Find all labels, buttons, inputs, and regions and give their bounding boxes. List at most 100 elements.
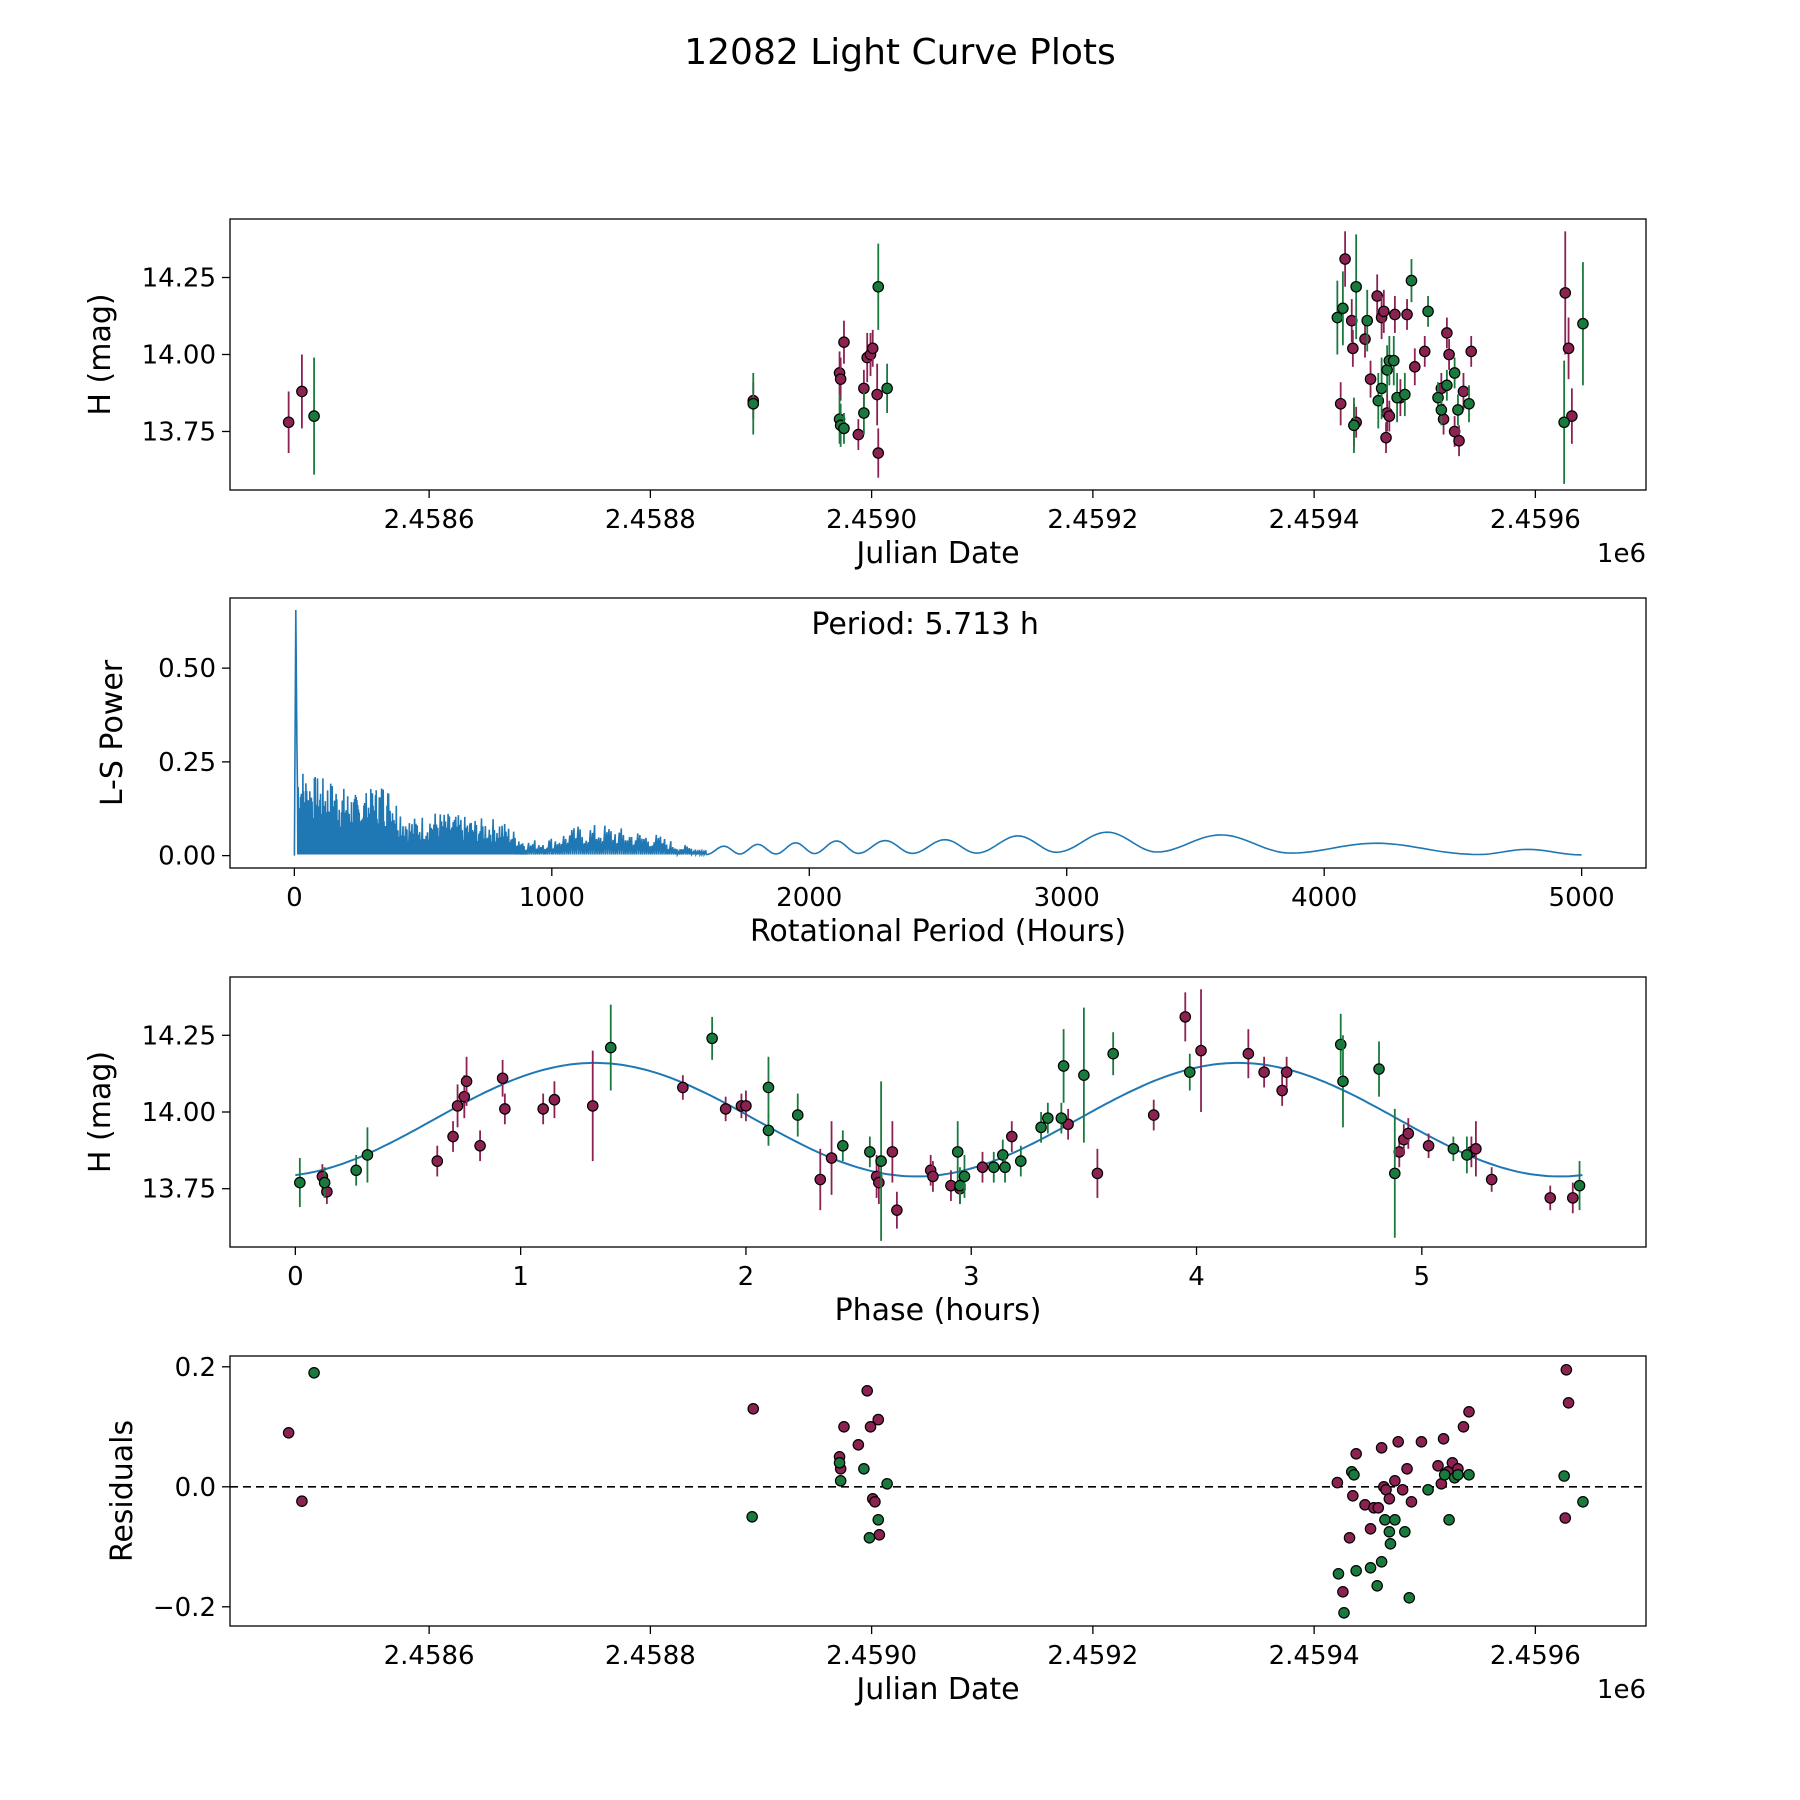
green-data-point: [833, 1457, 846, 1469]
green-data-point: [1183, 1066, 1196, 1078]
y-tick-label: 0.25: [158, 748, 216, 778]
red-data-point: [861, 1385, 873, 1397]
red-data-point: [460, 1075, 473, 1088]
green-data-point: [1558, 416, 1570, 429]
green-data-point: [1338, 1607, 1350, 1619]
red-data-point: [719, 1103, 732, 1115]
red-data-point: [1378, 305, 1390, 318]
periodogram-ylabel: L-S Power: [95, 659, 130, 806]
red-data-point: [1401, 308, 1413, 321]
y-tick-label: 14.25: [142, 264, 216, 294]
green-data-point: [762, 1124, 775, 1137]
green-data-point: [604, 1041, 617, 1054]
periodogram-frame: [229, 597, 1647, 869]
lightcurve-frame: [229, 218, 1647, 491]
periodogram-marks: [293, 609, 1582, 858]
red-data-point: [740, 1100, 752, 1112]
y-tick-label: 0.2: [175, 1353, 216, 1383]
red-data-point: [1453, 434, 1465, 447]
red-data-point: [1091, 1167, 1104, 1180]
red-data-point: [677, 1081, 689, 1094]
green-data-point: [1463, 397, 1475, 410]
green-data-point: [1042, 1112, 1054, 1124]
residuals-marks: [230, 1364, 1646, 1619]
red-data-point: [891, 1204, 903, 1216]
red-data-point: [1280, 1066, 1293, 1078]
green-data-point: [1435, 404, 1448, 416]
x-tick-label: 5: [1414, 1262, 1431, 1292]
x-tick-label: 2.4586: [384, 505, 475, 535]
green-data-point: [762, 1081, 775, 1094]
red-data-point: [871, 388, 883, 401]
green-data-point: [1452, 1469, 1464, 1481]
red-data-point: [458, 1090, 471, 1103]
green-data-point: [1331, 311, 1344, 324]
red-data-point: [1005, 1130, 1018, 1143]
y-tick-label: 14.00: [142, 341, 216, 371]
red-data-point: [927, 1170, 939, 1183]
phased-panel: 0 1 2 3 4 5 13.75 14.00 14.25 Phase (hours) H (m…: [83, 976, 1647, 1328]
x-tick-label: 2.4586: [384, 1641, 475, 1671]
red-data-point: [296, 385, 308, 398]
green-data-point: [1337, 302, 1349, 315]
x-tick-label: 2.4592: [1047, 1641, 1138, 1671]
red-data-point: [1347, 342, 1359, 355]
red-data-point: [474, 1139, 486, 1152]
green-data-point: [1384, 1538, 1397, 1550]
green-data-point: [1441, 379, 1453, 392]
x-tick-label: 1: [512, 1262, 529, 1292]
x-tick-label: 0: [287, 1262, 304, 1292]
green-data-point: [1035, 1121, 1047, 1134]
red-data-point: [1383, 410, 1396, 422]
green-data-point: [1334, 1038, 1347, 1051]
red-data-point: [1339, 253, 1351, 265]
x-tick-label: 3: [963, 1262, 980, 1292]
phased-ticks: 0 1 2 3 4 5 13.75 14.00 14.25: [142, 1021, 1431, 1292]
x-tick-label: 2.4596: [1490, 1641, 1581, 1671]
red-data-point: [873, 1529, 886, 1541]
residuals-ticks: 2.4586 2.4588 2.4590 2.4592 2.4594 2.4596 −0.2…: [153, 1353, 1581, 1671]
x-tick-label: 0: [286, 883, 303, 913]
green-data-point: [999, 1161, 1011, 1174]
x-tick-label: 2.4588: [605, 505, 696, 535]
green-data-point: [318, 1176, 331, 1189]
red-data-point: [838, 336, 850, 348]
red-data-point: [1334, 397, 1347, 410]
red-data-point: [1560, 1364, 1573, 1376]
green-data-point: [1348, 1469, 1360, 1481]
red-data-point: [447, 1130, 459, 1143]
red-data-point: [1402, 1127, 1415, 1140]
green-data-point: [881, 382, 893, 395]
red-data-point: [496, 1072, 509, 1085]
phased-frame: [229, 976, 1647, 1248]
red-data-point: [548, 1093, 561, 1106]
red-data-point: [431, 1155, 444, 1167]
red-data-point: [872, 447, 885, 459]
red-data-point: [814, 1173, 827, 1186]
red-data-point: [1383, 1493, 1396, 1505]
green-data-point: [1448, 367, 1461, 379]
x-tick-label: 2: [738, 1262, 755, 1292]
green-data-point: [1422, 305, 1434, 318]
red-data-point: [1457, 385, 1470, 398]
red-data-point: [1389, 1475, 1401, 1487]
red-data-point: [1443, 348, 1455, 361]
green-data-point: [706, 1032, 718, 1045]
green-data-point: [1452, 404, 1464, 416]
red-data-point: [1432, 1460, 1444, 1472]
red-data-point: [1347, 1490, 1359, 1502]
y-tick-label: 0.0: [175, 1473, 216, 1503]
x-tick-label: 4000: [1291, 883, 1357, 913]
red-data-point: [282, 1427, 295, 1439]
red-data-point: [1463, 1406, 1475, 1418]
red-data-point: [586, 1100, 599, 1112]
red-data-point: [296, 1495, 308, 1507]
x-tick-label: 2.4596: [1490, 505, 1581, 535]
red-data-point: [1408, 361, 1421, 373]
green-data-point: [1443, 1514, 1455, 1526]
red-data-point: [1415, 1436, 1428, 1448]
green-data-point: [294, 1176, 306, 1189]
green-data-point: [863, 1532, 876, 1544]
y-tick-label: 14.25: [142, 1021, 216, 1051]
